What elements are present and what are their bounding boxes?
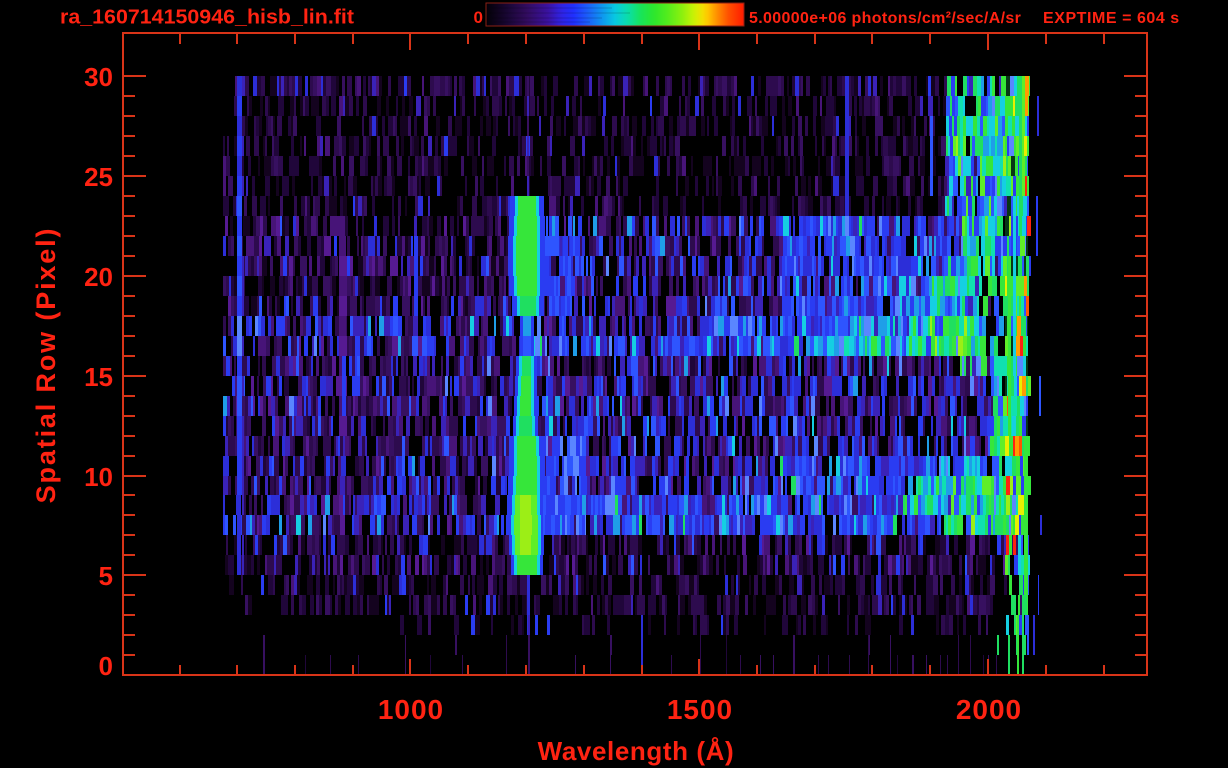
svg-text:5: 5 xyxy=(99,561,113,591)
svg-text:Spatial Row (Pixel): Spatial Row (Pixel) xyxy=(31,227,61,504)
svg-text:0: 0 xyxy=(99,651,113,681)
svg-text:EXPTIME = 604 s: EXPTIME = 604 s xyxy=(1043,10,1180,27)
svg-text:1500: 1500 xyxy=(667,694,733,725)
svg-text:30: 30 xyxy=(84,62,113,92)
svg-text:ra_160714150946_hisb_lin.fit: ra_160714150946_hisb_lin.fit xyxy=(60,7,354,29)
svg-text:25: 25 xyxy=(84,162,113,192)
svg-text:15: 15 xyxy=(84,362,113,392)
svg-text:10: 10 xyxy=(84,462,113,492)
svg-text:2000: 2000 xyxy=(956,694,1022,725)
svg-text:20: 20 xyxy=(84,262,113,292)
svg-text:5.00000e+06 photons/cm²/sec/A/: 5.00000e+06 photons/cm²/sec/A/sr xyxy=(749,10,1021,27)
svg-text:Wavelength (Å): Wavelength (Å) xyxy=(538,736,735,766)
svg-text:0: 0 xyxy=(474,8,483,27)
svg-text:1000: 1000 xyxy=(378,694,444,725)
